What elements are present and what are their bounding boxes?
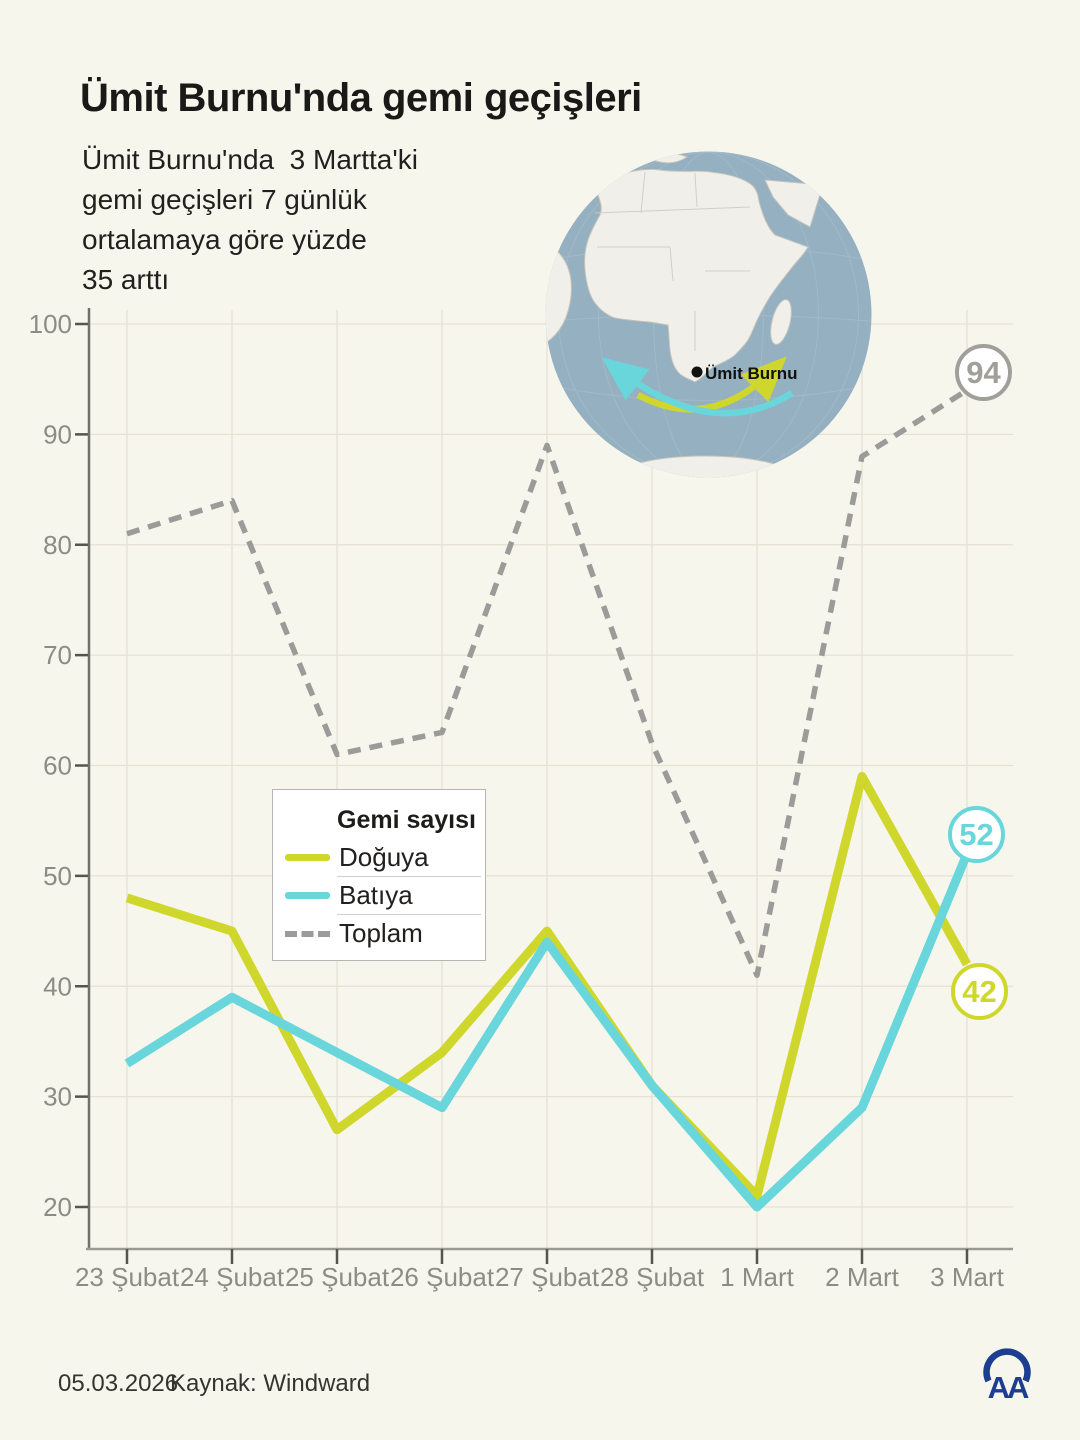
chart-legend: Gemi sayısı Doğuya Batıya Toplam	[272, 789, 486, 961]
x-tick-label: 26 Şubat	[390, 1262, 495, 1292]
westward-arrow	[601, 357, 794, 417]
series-line-toplam	[126, 387, 969, 978]
legend-item-toplam: Toplam	[273, 915, 485, 952]
end-value-badge-batiya: 52	[948, 806, 1005, 863]
x-tick-label: 3 Mart	[930, 1262, 1004, 1292]
x-tick-label: 24 Şubat	[180, 1262, 285, 1292]
legend-label-doguya: Doğuya	[339, 842, 429, 872]
x-tick-label: 23 Şubat	[75, 1262, 180, 1292]
date-label: 05.03.2026	[58, 1370, 179, 1397]
country-borders	[594, 171, 751, 351]
legend-item-batiya: Batıya	[273, 877, 485, 914]
y-tick-label: 30	[43, 1082, 72, 1112]
y-tick-label: 100	[29, 309, 72, 339]
legend-item-doguya: Doğuya	[273, 839, 485, 876]
y-tick-label: 20	[43, 1192, 72, 1222]
africa-landmass	[584, 168, 809, 383]
y-tick-label: 80	[43, 530, 72, 560]
y-tick-label: 40	[43, 971, 72, 1001]
globe-illustration: Ümit Burnu	[545, 151, 872, 478]
eastward-arrow	[636, 356, 787, 413]
batiya-line-swatch	[285, 892, 330, 899]
doguya-line-swatch	[285, 854, 330, 861]
location-dot	[691, 366, 703, 378]
subtitle: Ümit Burnu'nda 3 Martta'ki gemi geçişler…	[82, 140, 418, 300]
legend-divider	[337, 876, 481, 877]
axis-ticks	[75, 322, 969, 1264]
logo-arc	[983, 1348, 1031, 1383]
subtitle-line: ortalamaya göre yüzde	[82, 224, 367, 255]
x-tick-label: 1 Mart	[720, 1262, 794, 1292]
globe-landmasses	[545, 153, 824, 478]
subtitle-line: 35 arttı	[82, 264, 170, 295]
x-tick-label: 27 Şubat	[495, 1262, 600, 1292]
toplam-line-swatch	[285, 930, 330, 937]
chart-series-lines	[124, 387, 972, 1212]
antarctica-landmass	[608, 455, 802, 478]
source-label: Kaynak: Windward	[170, 1370, 371, 1397]
logo-text: AA	[988, 1370, 1029, 1405]
x-tick-label: 2 Mart	[825, 1262, 899, 1292]
subtitle-line: Ümit Burnu'nda 3 Martta'ki	[82, 144, 418, 175]
y-tick-label: 90	[43, 419, 72, 449]
y-tick-label: 50	[43, 861, 72, 891]
legend-divider	[337, 914, 481, 915]
y-tick-label: 60	[43, 751, 72, 781]
end-value-badge-doguya: 42	[951, 963, 1008, 1020]
axis-tick-labels: 100 90 80 70 60 50 40 30 20 23 Şubat 24 Şubat 25 Şu…	[29, 309, 1005, 1292]
legend-label-toplam: Toplam	[339, 918, 423, 948]
x-tick-label: 25 Şubat	[285, 1262, 390, 1292]
series-line-batiya	[124, 852, 972, 1212]
location-label: Ümit Burnu	[705, 364, 798, 383]
end-value-badge-toplam: 94	[955, 344, 1012, 401]
legend-label-batiya: Batıya	[339, 880, 413, 910]
subtitle-line: gemi geçişleri 7 günlük	[82, 184, 367, 215]
x-tick-label: 28 Şubat	[600, 1262, 705, 1292]
legend-title: Gemi sayısı	[337, 806, 476, 834]
aa-agency-logo: AA	[983, 1348, 1032, 1405]
y-tick-label: 70	[43, 640, 72, 670]
page-title: Ümit Burnu'nda gemi geçişleri	[80, 76, 642, 120]
series-line-doguya	[125, 772, 971, 1201]
madagascar-landmass	[770, 299, 792, 345]
